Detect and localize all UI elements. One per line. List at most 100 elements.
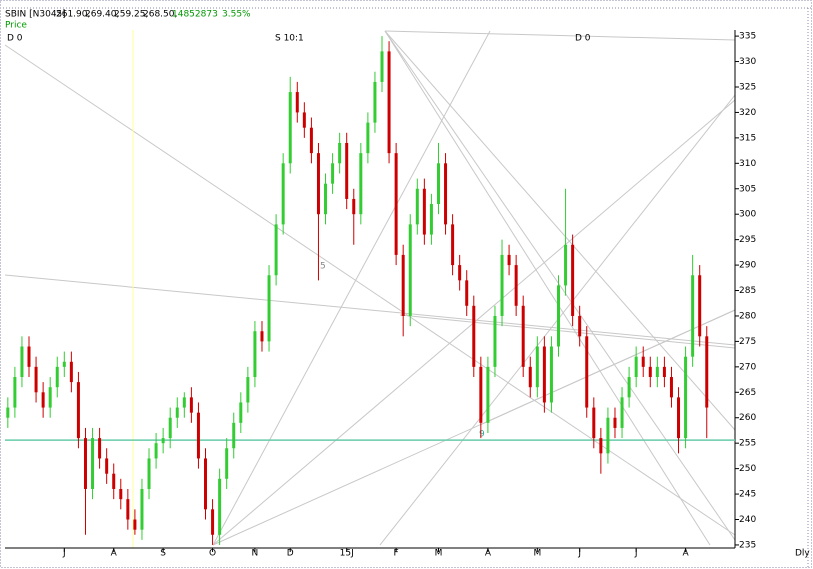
trend-line — [4, 44, 736, 536]
bar-body — [168, 417, 172, 439]
bar-body — [684, 356, 688, 439]
annotation: S 10:1 — [275, 34, 304, 44]
trend-line — [399, 314, 736, 349]
bar-body — [352, 198, 356, 215]
bar-body — [13, 377, 17, 408]
bar-body — [465, 280, 469, 306]
bar-body — [331, 163, 335, 184]
bar-body — [669, 377, 673, 398]
y-tick-label: 315 — [739, 133, 756, 143]
x-tick-label: J — [634, 549, 638, 559]
bar-body — [451, 224, 455, 266]
bar-body — [394, 153, 398, 255]
bar-body — [422, 188, 426, 235]
bar-body — [260, 331, 264, 342]
bar-body — [486, 366, 490, 423]
bar-body — [62, 361, 66, 367]
bar-body — [6, 407, 10, 418]
x-tick-label: F — [394, 549, 399, 559]
bar-body — [302, 112, 306, 128]
x-tick-label: A — [111, 549, 118, 559]
bar-body — [408, 224, 412, 316]
bar-body — [211, 509, 215, 535]
bar-body — [140, 488, 144, 530]
bar-body — [542, 346, 546, 403]
y-tick-label: 270 — [739, 362, 756, 372]
y-tick-label: 255 — [739, 439, 756, 449]
annotation: 5 — [320, 262, 326, 272]
y-tick-label: 235 — [739, 540, 756, 550]
bar-body — [613, 417, 617, 428]
bar-body — [479, 366, 483, 423]
bar-body — [154, 443, 158, 459]
bar-body — [126, 499, 130, 520]
bar-body — [415, 188, 419, 225]
symbol: SBIN [N3045] — [5, 10, 66, 20]
bar-body — [20, 346, 24, 378]
bar-body — [281, 163, 285, 225]
bar-body — [620, 397, 624, 428]
low: 259.25, — [114, 10, 148, 20]
bar-body — [528, 366, 532, 388]
bar-body — [571, 244, 575, 316]
high: 269.40, — [85, 10, 119, 20]
bar-body — [253, 331, 257, 378]
bar-body — [444, 163, 448, 225]
bar-body — [288, 92, 292, 164]
bar-body — [76, 382, 80, 439]
bar-body — [641, 356, 645, 367]
y-tick-label: 300 — [739, 210, 756, 220]
bar-body — [549, 346, 553, 403]
x-tick-label: D — [287, 549, 294, 559]
x-tick-label: O — [209, 549, 216, 559]
bar-body — [514, 265, 518, 306]
bar-body — [98, 438, 102, 459]
bar-body — [380, 51, 384, 82]
bar-body — [472, 305, 476, 367]
bar-body — [161, 438, 165, 444]
bar-body — [698, 275, 702, 337]
bar-body — [359, 153, 363, 215]
y-tick-label: 265 — [739, 388, 756, 398]
x-tick-label: A — [682, 549, 689, 559]
bar-body — [175, 407, 179, 418]
y-tick-label: 325 — [739, 82, 756, 92]
bar-body — [69, 361, 73, 383]
change: 3.55% — [222, 10, 251, 20]
y-tick-label: 295 — [739, 235, 756, 245]
bar-body — [232, 422, 236, 449]
y-tick-label: 310 — [739, 159, 756, 169]
bar-body — [373, 81, 377, 123]
bar-body — [182, 397, 186, 408]
x-tick-label: M — [435, 549, 443, 559]
bar-body — [112, 473, 116, 489]
bar-body — [648, 366, 652, 378]
y-tick-label: 320 — [739, 108, 756, 118]
bar-body — [147, 458, 151, 489]
trend-line — [384, 30, 711, 546]
y-tick-label: 240 — [739, 515, 756, 525]
volume: 14852873 — [172, 10, 218, 20]
bar-body — [535, 346, 539, 388]
trend-line — [384, 30, 736, 41]
bar-body — [521, 305, 525, 367]
y-tick-label: 250 — [739, 464, 756, 474]
bar-body — [691, 275, 695, 357]
bar-body — [500, 254, 504, 316]
bar-body — [557, 285, 561, 347]
open: 261.90, — [56, 10, 90, 20]
bar-body — [267, 275, 271, 342]
bar-body — [429, 204, 433, 235]
bar-body — [345, 142, 349, 199]
bar-body — [133, 519, 137, 530]
y-tick-label: 275 — [739, 337, 756, 347]
bar-body — [91, 438, 95, 489]
y-tick-label: 335 — [739, 32, 756, 42]
bar-body — [366, 122, 370, 154]
y-tick-label: 285 — [739, 286, 756, 296]
bar-body — [218, 478, 222, 535]
trend-line — [212, 30, 491, 546]
bar-body — [436, 163, 440, 205]
y-tick-label: 245 — [739, 490, 756, 500]
